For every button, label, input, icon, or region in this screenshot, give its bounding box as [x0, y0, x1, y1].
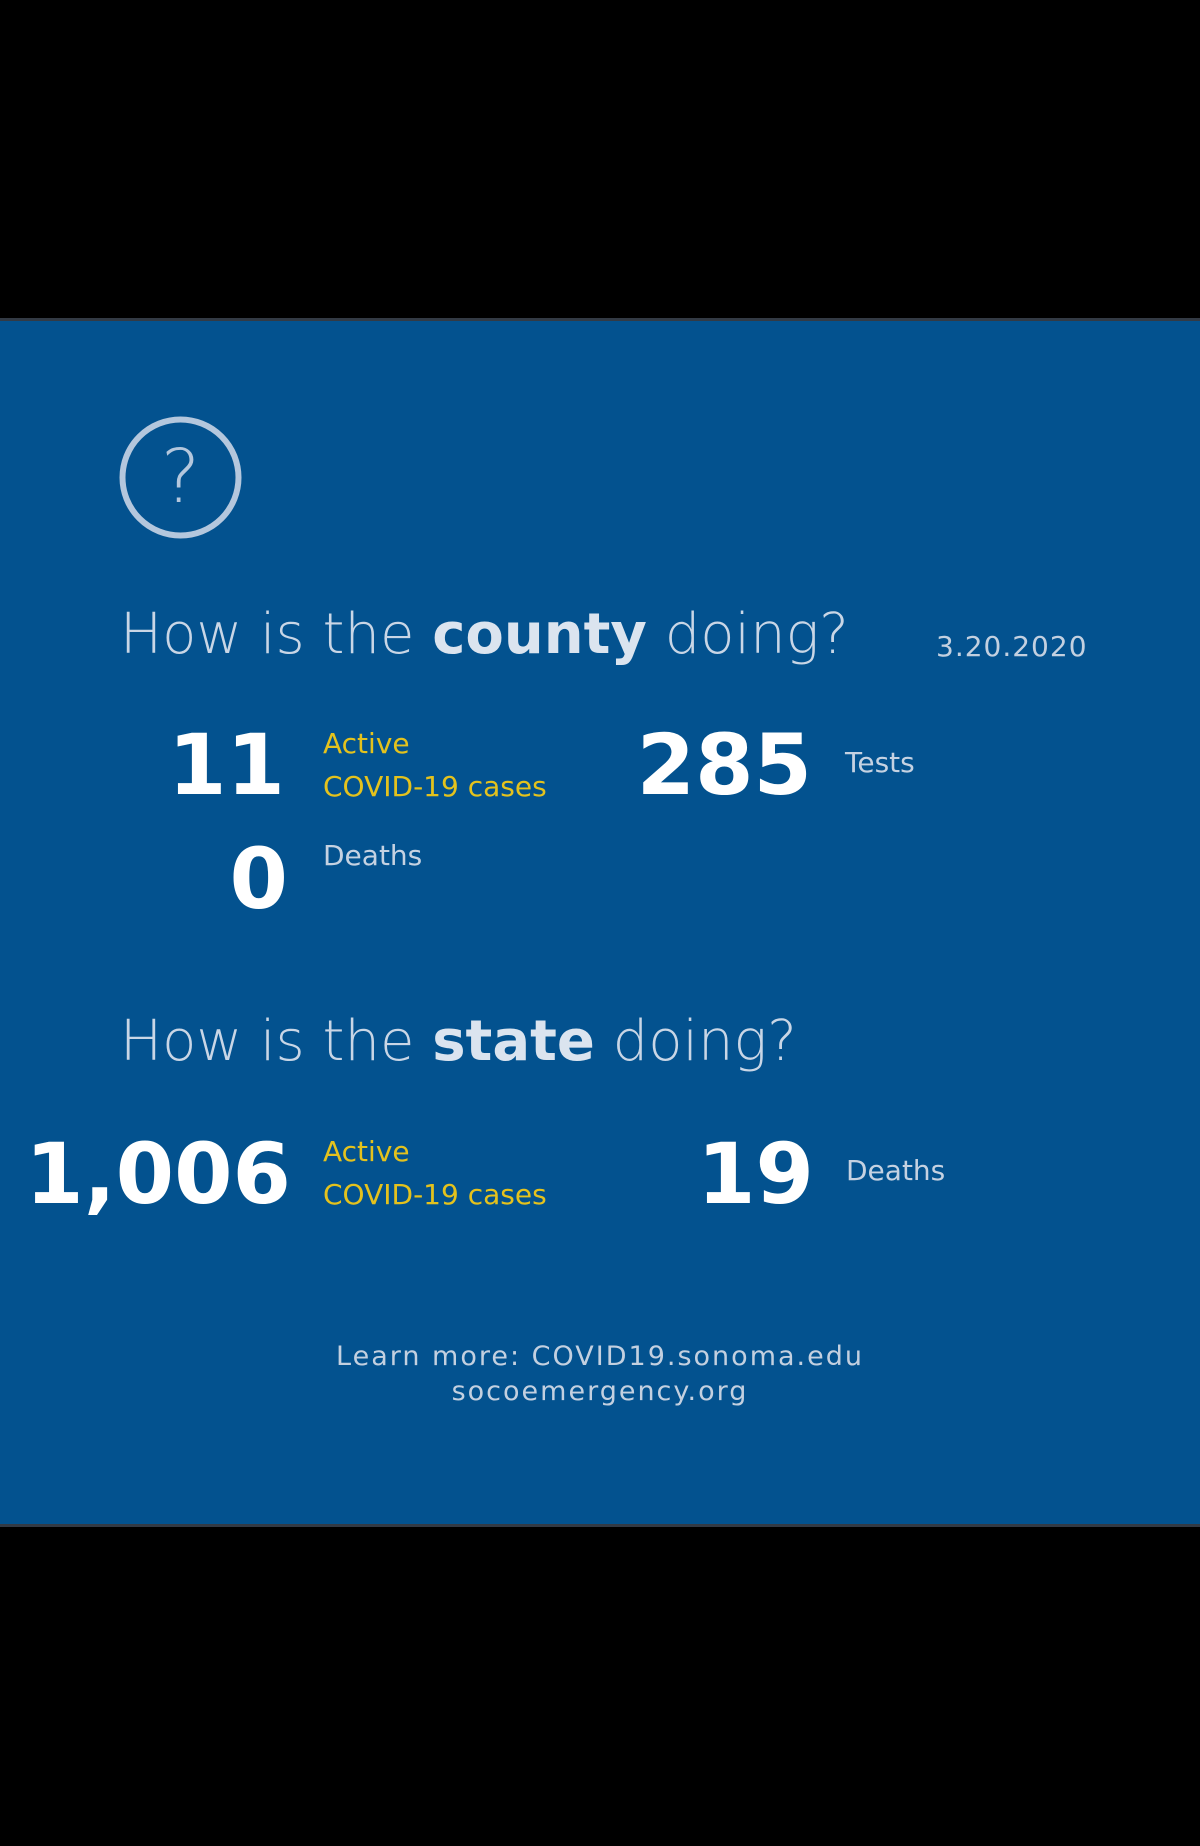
report-date: 3.20.2020	[936, 630, 1088, 663]
county-tests-label: Tests	[845, 746, 915, 779]
socoemergency-link[interactable]: socoemergency.org	[451, 1376, 749, 1407]
state-active-cases-label: Active COVID-19 cases	[323, 1135, 547, 1211]
state-heading-bold: state	[432, 1009, 595, 1074]
county-deaths-value: 0	[229, 830, 288, 928]
learn-more-link[interactable]: Learn more: COVID19.sonoma.edu	[336, 1341, 864, 1372]
county-deaths-label: Deaths	[323, 839, 423, 872]
covid-status-card: ? How is the county doing? 3.20.2020 11 …	[0, 318, 1200, 1527]
county-active-cases-value: 11	[168, 716, 285, 814]
svg-text:?: ?	[161, 434, 200, 520]
state-active-cases-value: 1,006	[25, 1125, 291, 1223]
state-deaths-value: 19	[697, 1125, 814, 1223]
county-tests-value: 285	[636, 716, 812, 814]
county-active-cases-label: Active COVID-19 cases	[323, 727, 547, 803]
county-heading-bold: county	[432, 602, 647, 667]
state-heading: How is the state doing?	[120, 1009, 797, 1074]
county-heading: How is the county doing?	[120, 602, 849, 667]
question-circle-icon: ?	[119, 416, 242, 539]
state-deaths-label: Deaths	[846, 1154, 946, 1187]
